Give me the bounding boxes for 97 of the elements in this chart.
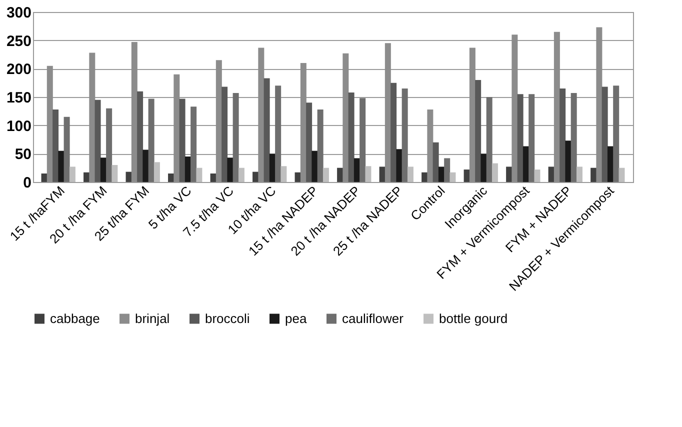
bar	[464, 170, 470, 182]
bar	[294, 172, 301, 182]
bar	[184, 156, 191, 182]
bar	[126, 172, 132, 182]
bar	[252, 172, 259, 182]
bar	[534, 170, 540, 182]
bar	[422, 172, 428, 182]
bar	[154, 162, 160, 182]
bar	[337, 168, 344, 182]
bar	[590, 168, 597, 182]
legend-label: pea	[285, 310, 308, 326]
bar	[106, 108, 112, 182]
bar	[52, 109, 59, 182]
bar	[238, 168, 244, 182]
y-tick-label: 0	[23, 174, 32, 192]
bar	[216, 60, 222, 182]
bar	[168, 174, 174, 182]
bar	[492, 163, 498, 182]
bar	[354, 158, 360, 182]
bar	[232, 93, 239, 182]
bar	[258, 48, 264, 182]
bar	[342, 53, 349, 182]
bar	[174, 74, 180, 182]
bar	[322, 168, 329, 182]
bar	[280, 166, 287, 182]
bar	[450, 172, 456, 182]
bar	[438, 166, 444, 182]
bar	[306, 102, 312, 182]
bar	[148, 98, 154, 182]
bar	[112, 165, 118, 182]
bar	[69, 166, 76, 182]
bar	[427, 109, 434, 182]
bar	[560, 88, 566, 182]
bar	[469, 48, 476, 182]
bar	[432, 142, 439, 182]
bar	[613, 86, 620, 182]
bar	[84, 172, 90, 182]
legend-label: brinjal	[135, 310, 170, 326]
bar	[137, 91, 144, 182]
y-tick-label: 250	[6, 32, 32, 50]
legend-label: cauliflower	[342, 310, 404, 326]
bar	[618, 168, 625, 182]
bar	[517, 94, 524, 182]
bar	[41, 174, 48, 182]
bar	[548, 166, 554, 182]
bar	[384, 43, 391, 182]
bar	[275, 86, 282, 182]
bar	[64, 116, 70, 182]
bar	[576, 166, 582, 182]
bar	[506, 166, 512, 182]
bar	[190, 106, 197, 182]
bar	[222, 86, 228, 182]
bar	[89, 52, 96, 182]
y-tick-label: 50	[14, 146, 32, 164]
bar	[348, 92, 354, 182]
bar	[602, 86, 608, 182]
bar	[596, 27, 602, 182]
bar	[312, 150, 318, 182]
bar	[142, 150, 149, 182]
bar	[365, 166, 372, 182]
bar	[264, 78, 270, 182]
legend-label: broccoli	[205, 310, 250, 326]
bar	[196, 168, 202, 182]
bar	[480, 154, 487, 182]
bar	[100, 158, 106, 182]
bar	[512, 34, 518, 182]
bar	[402, 88, 408, 182]
bar	[554, 32, 560, 182]
bar	[607, 146, 614, 182]
bar	[269, 154, 276, 182]
bar	[565, 140, 572, 182]
bar	[317, 109, 324, 182]
bar	[475, 80, 482, 182]
bar	[360, 98, 366, 182]
bar	[486, 97, 492, 182]
legend-label: bottle gourd	[439, 310, 508, 326]
y-tick-label: 200	[6, 61, 32, 78]
bar	[522, 146, 529, 182]
bar	[300, 63, 306, 182]
y-tick-label: 300	[6, 4, 32, 22]
bar	[46, 66, 53, 182]
bar	[390, 82, 397, 182]
bar	[94, 100, 101, 182]
legend-label: cabbage	[50, 310, 100, 326]
bar	[528, 94, 535, 182]
bar	[210, 174, 216, 182]
bar	[570, 93, 577, 182]
bar	[131, 42, 138, 182]
bar	[227, 158, 234, 182]
y-tick-label: 100	[6, 118, 32, 135]
bar	[396, 149, 402, 182]
y-tick-label: 150	[6, 90, 32, 106]
bar	[179, 98, 186, 182]
bar	[58, 150, 64, 182]
bar	[407, 166, 414, 182]
bar	[379, 166, 386, 182]
bar	[444, 158, 450, 182]
